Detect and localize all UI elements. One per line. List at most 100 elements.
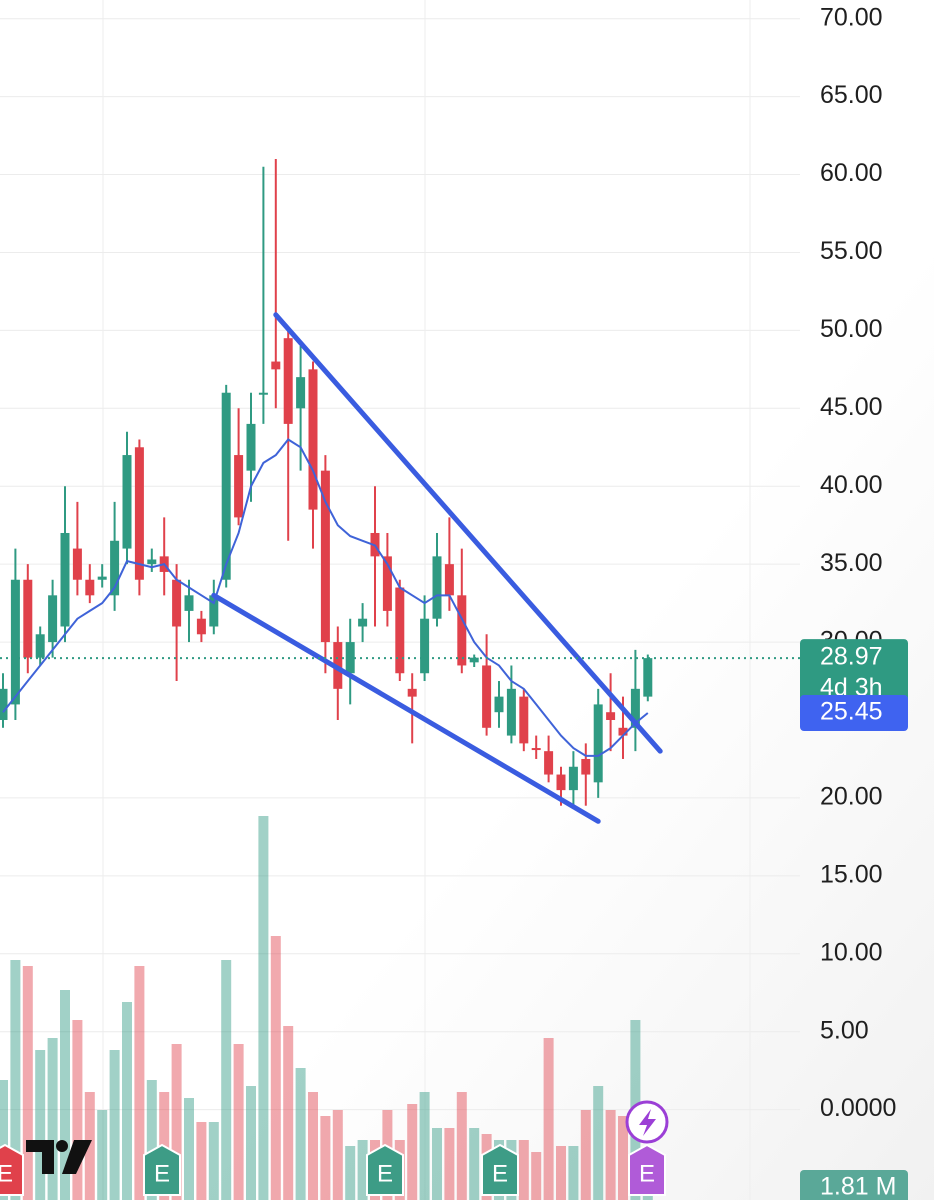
candle-body: [506, 688, 516, 736]
volume-bar: [109, 1050, 120, 1200]
badge-letter: E: [639, 1160, 655, 1187]
candle-body: [258, 392, 268, 395]
candle-body: [122, 455, 132, 549]
candle-body: [482, 665, 492, 728]
y-tick-label: 10.00: [820, 938, 883, 966]
trend-line: [273, 312, 663, 754]
moving-average: [2, 438, 649, 757]
candle-body: [444, 564, 454, 596]
y-tick-label: 35.00: [820, 549, 883, 577]
badge-shape: [481, 1143, 519, 1196]
volume-bar: [246, 1086, 256, 1200]
logo-part: [62, 1140, 92, 1174]
candle-body: [85, 579, 95, 596]
candle-body: [593, 704, 603, 783]
candle-body: [432, 556, 442, 619]
volume-bar: [47, 1038, 58, 1200]
candle-body: [345, 642, 355, 674]
volume-bar: [146, 1080, 157, 1200]
candle-body: [48, 595, 58, 643]
candle-body: [519, 696, 529, 744]
candle-body: [10, 579, 20, 705]
earnings-badge: E: [143, 1143, 181, 1196]
candle-body: [196, 618, 206, 635]
logo-part: [56, 1140, 68, 1152]
candle-body: [320, 470, 330, 643]
volume-bar: [543, 1038, 554, 1200]
badge-letter: E: [0, 1160, 13, 1187]
candle-body: [209, 595, 219, 627]
earnings-badge: E: [0, 1143, 24, 1196]
candle-body: [60, 532, 70, 627]
candle-body: [72, 548, 82, 580]
volume-bar: [518, 1140, 529, 1200]
y-tick-label: 65.00: [820, 81, 883, 109]
badge-shape: [0, 1143, 24, 1196]
candle-body: [184, 595, 194, 611]
candle-body: [382, 556, 392, 611]
volume-bar: [97, 1110, 108, 1200]
volume-bar: [22, 966, 33, 1200]
y-tick-label: 5.00: [820, 1016, 869, 1044]
candle-body: [606, 712, 616, 720]
volume-bar: [35, 1050, 46, 1200]
last-price-box: [800, 639, 908, 706]
tradingview-logo: [26, 1140, 92, 1174]
volume-bar: [419, 1092, 430, 1200]
candle-body: [234, 455, 244, 518]
candle-body: [283, 338, 293, 424]
volume-bar: [184, 1098, 194, 1200]
y-tick-label: 0.0000: [820, 1094, 896, 1122]
badge-shape: [143, 1143, 181, 1196]
candle-body: [568, 766, 578, 791]
volume-bar: [605, 1110, 616, 1200]
volume-bar: [531, 1152, 542, 1200]
badge-letter: E: [154, 1160, 170, 1187]
volume-bar: [357, 1140, 368, 1200]
y-tick-label: 20.00: [820, 783, 883, 811]
volume-bar: [122, 1002, 132, 1200]
candle-body: [556, 774, 566, 791]
volume-bar: [0, 1080, 8, 1200]
logo-part: [26, 1140, 54, 1174]
badge-letter: E: [492, 1160, 508, 1187]
candle-body: [110, 540, 120, 596]
candle-body: [531, 748, 541, 751]
earnings-badge: E: [481, 1143, 519, 1196]
volume-bar: [593, 1086, 604, 1200]
trend-line: [211, 592, 601, 824]
earnings-badge: E: [628, 1143, 666, 1196]
volume-bar: [283, 1026, 294, 1200]
volume-bar: [568, 1146, 579, 1200]
volume-bar: [84, 1092, 95, 1200]
volume-bar: [10, 960, 21, 1200]
candle-body: [494, 696, 504, 713]
y-tick-label: 50.00: [820, 315, 883, 343]
candle-body: [97, 576, 107, 580]
candle-body: [630, 688, 640, 728]
volume-bar: [295, 1068, 306, 1200]
candle-body: [172, 579, 182, 627]
volume-bar: [407, 1104, 418, 1200]
ma-label: 25.45: [820, 698, 883, 726]
volume-bar: [221, 960, 232, 1200]
candle-body: [35, 634, 45, 658]
y-tick-label: 40.00: [820, 471, 883, 499]
candle-body: [23, 579, 33, 658]
volume-bar: [270, 936, 281, 1200]
candle-body: [643, 658, 653, 697]
volume-bar: [345, 1146, 356, 1200]
volume-bar: [258, 816, 269, 1200]
volume-bar: [469, 1128, 480, 1200]
candle-body: [407, 688, 417, 697]
lightning-bolt: [639, 1109, 656, 1136]
candle-body: [221, 392, 231, 580]
volume-bar: [580, 1110, 591, 1200]
volume-bar: [556, 1146, 566, 1200]
candle-body: [246, 423, 256, 471]
y-tick-label: 60.00: [820, 159, 883, 187]
volume-bar: [456, 1092, 467, 1200]
candle-body: [618, 727, 628, 736]
volume-bar: [332, 1110, 343, 1200]
